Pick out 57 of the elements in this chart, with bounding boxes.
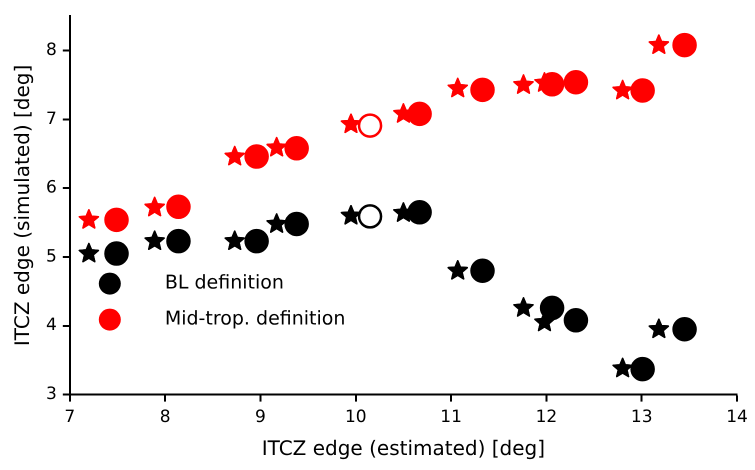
legend-label: Mid-trop. definition — [164, 308, 346, 330]
point — [358, 113, 382, 138]
point — [284, 212, 309, 236]
point — [470, 258, 495, 284]
point — [104, 208, 129, 232]
point — [358, 204, 382, 229]
point — [630, 78, 655, 103]
point — [166, 194, 191, 220]
x-tick-label: 13 — [630, 407, 653, 428]
point — [224, 146, 245, 166]
point — [244, 228, 269, 254]
point — [224, 230, 245, 250]
point — [244, 144, 269, 169]
x-axis-title: ITCZ edge (estimated) [deg] — [262, 436, 546, 460]
point — [672, 32, 697, 58]
legend-label: BL definition — [164, 272, 284, 294]
point — [612, 80, 633, 100]
point — [78, 209, 100, 229]
x-tick-label: 12 — [536, 407, 558, 428]
x-tick-label: 14 — [726, 407, 748, 428]
point — [144, 230, 165, 250]
point — [340, 113, 362, 134]
point — [447, 260, 468, 280]
y-tick-label: 5 — [46, 246, 57, 266]
point — [648, 34, 670, 54]
point — [470, 78, 495, 102]
x-tick-label: 10 — [344, 407, 367, 428]
point — [612, 358, 633, 378]
x-tick-label: 11 — [440, 407, 462, 428]
point — [266, 136, 287, 156]
y-tick-label: 7 — [46, 108, 57, 129]
point — [648, 318, 670, 338]
point — [407, 102, 432, 126]
x-tick-label: 9 — [255, 407, 266, 428]
point — [630, 356, 655, 382]
y-tick-label: 8 — [46, 40, 57, 60]
y-tick-label: 3 — [46, 384, 57, 404]
y-tick-label: 6 — [46, 178, 57, 198]
point — [540, 296, 564, 320]
point — [513, 74, 534, 94]
y-axis-title: ITCZ edge (simulated) [deg] — [10, 64, 34, 346]
point — [104, 241, 129, 266]
point — [166, 228, 191, 254]
point — [284, 136, 309, 161]
point — [78, 242, 100, 262]
point — [564, 308, 588, 333]
x-tick-label: 7 — [64, 407, 76, 428]
point — [407, 200, 432, 225]
point — [144, 196, 165, 216]
point — [447, 78, 468, 98]
x-tick-label: 8 — [160, 407, 171, 428]
y-tick-label: 4 — [46, 315, 57, 336]
point — [513, 297, 534, 317]
point — [672, 316, 697, 342]
point — [340, 204, 362, 225]
point — [266, 213, 287, 233]
point — [564, 70, 588, 94]
